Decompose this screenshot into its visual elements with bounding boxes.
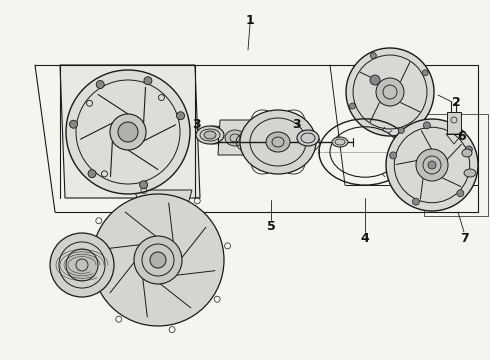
Ellipse shape (225, 130, 245, 146)
Ellipse shape (428, 161, 436, 169)
Ellipse shape (88, 170, 96, 177)
Text: 5: 5 (267, 220, 275, 233)
Polygon shape (60, 65, 200, 198)
Ellipse shape (416, 149, 448, 181)
Ellipse shape (134, 236, 182, 284)
Ellipse shape (370, 75, 380, 85)
Ellipse shape (118, 122, 138, 142)
Polygon shape (447, 112, 461, 134)
Ellipse shape (196, 126, 224, 144)
Ellipse shape (204, 131, 216, 139)
Ellipse shape (92, 194, 224, 326)
Ellipse shape (176, 112, 185, 120)
Ellipse shape (349, 103, 356, 109)
Ellipse shape (346, 48, 434, 136)
Ellipse shape (390, 152, 397, 159)
Ellipse shape (466, 146, 472, 153)
Ellipse shape (266, 132, 290, 152)
Ellipse shape (413, 198, 419, 205)
Text: 4: 4 (361, 231, 369, 244)
Ellipse shape (332, 137, 348, 147)
Ellipse shape (423, 122, 430, 129)
Text: 7: 7 (460, 231, 468, 244)
Ellipse shape (96, 81, 104, 89)
Ellipse shape (66, 70, 190, 194)
Polygon shape (218, 120, 255, 155)
Ellipse shape (370, 53, 376, 59)
Ellipse shape (140, 181, 147, 189)
Text: 3: 3 (192, 117, 200, 130)
Ellipse shape (422, 70, 428, 76)
Ellipse shape (240, 110, 316, 174)
Ellipse shape (457, 190, 464, 197)
Ellipse shape (398, 127, 404, 133)
Ellipse shape (462, 149, 472, 157)
Text: 2: 2 (452, 95, 461, 108)
Ellipse shape (110, 114, 146, 150)
Ellipse shape (386, 119, 478, 211)
Text: 6: 6 (458, 130, 466, 143)
Ellipse shape (70, 120, 77, 128)
Ellipse shape (50, 233, 114, 297)
Text: 3: 3 (292, 117, 300, 130)
Text: 1: 1 (245, 13, 254, 27)
Ellipse shape (66, 249, 98, 281)
Ellipse shape (464, 169, 476, 177)
Ellipse shape (376, 78, 404, 106)
Ellipse shape (150, 252, 166, 268)
Polygon shape (135, 190, 192, 250)
Ellipse shape (297, 130, 319, 146)
Ellipse shape (144, 77, 152, 85)
